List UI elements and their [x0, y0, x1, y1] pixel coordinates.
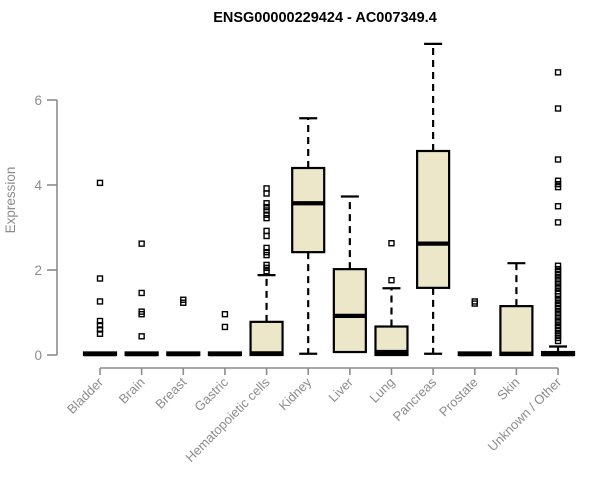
- outlier-point: [471, 300, 478, 307]
- outlier-point: [263, 232, 270, 240]
- outlier-point: [554, 105, 562, 112]
- outlier-point: [263, 214, 270, 222]
- outlier-point: [263, 211, 270, 218]
- outlier-point: [554, 293, 562, 300]
- outlier-point: [554, 337, 562, 345]
- outlier-point: [388, 277, 395, 284]
- outlier-point: [554, 69, 562, 76]
- boxplot-series: [82, 42, 576, 357]
- x-tick-label-kidney: Kidney: [276, 374, 315, 413]
- outlier-point: [96, 298, 104, 305]
- outlier-point: [180, 299, 187, 306]
- iqr-box: [249, 320, 284, 357]
- outlier-point: [554, 296, 562, 303]
- outlier-point: [554, 281, 562, 288]
- outlier-point: [263, 227, 270, 235]
- x-tick-label-lung: Lung: [367, 375, 398, 406]
- outlier-point: [221, 311, 229, 318]
- outlier-point: [96, 317, 104, 325]
- boxplot-gastric: [207, 311, 243, 357]
- outlier-point: [96, 179, 104, 187]
- outlier-point: [554, 219, 562, 226]
- boxplot-lung: [374, 240, 409, 357]
- outlier-point: [263, 244, 270, 252]
- x-tick-label-gastric: Gastric: [191, 374, 231, 414]
- outlier-point: [138, 240, 145, 247]
- outlier-point: [263, 268, 270, 275]
- iqr-box: [332, 268, 367, 354]
- y-tick-label: 6: [34, 93, 42, 108]
- outlier-point: [554, 315, 562, 322]
- outlier-point: [554, 318, 562, 326]
- boxplot-brain: [124, 240, 159, 357]
- outlier-point: [554, 331, 562, 338]
- outlier-point: [263, 251, 270, 259]
- outlier-point: [554, 284, 562, 292]
- outlier-point: [96, 322, 104, 329]
- outlier-point: [138, 311, 145, 318]
- outlier-point: [263, 190, 270, 197]
- x-tick-label-prostate: Prostate: [436, 375, 481, 420]
- outlier-point: [96, 326, 104, 333]
- outlier-point: [263, 207, 270, 214]
- y-axis-label: Expression: [3, 167, 18, 234]
- x-tick-label-brain: Brain: [116, 375, 148, 407]
- x-tick-label-bladder: Bladder: [64, 374, 107, 417]
- outlier-point: [554, 177, 562, 184]
- x-tick-label-pancreas: Pancreas: [390, 374, 440, 424]
- boxplot-skin: [499, 262, 534, 357]
- outlier-point: [263, 203, 270, 211]
- outlier-point: [554, 262, 562, 269]
- outlier-point: [263, 264, 270, 272]
- y-tick-label: 4: [34, 178, 42, 193]
- outlier-point: [263, 200, 270, 207]
- iqr-box: [499, 305, 534, 357]
- boxplot-breast: [166, 296, 201, 357]
- outlier-point: [554, 183, 562, 191]
- y-tick-label: 2: [34, 263, 42, 278]
- outlier-point: [554, 156, 562, 163]
- iqr-box: [416, 149, 451, 289]
- x-tick-label-liver: Liver: [325, 374, 356, 405]
- boxplot-unknown-other: [540, 69, 576, 357]
- boxplot-prostate: [457, 298, 492, 357]
- outlier-point: [554, 271, 562, 279]
- boxplot-kidney: [291, 117, 326, 355]
- x-tick-label-skin: Skin: [494, 375, 522, 403]
- outlier-point: [138, 333, 145, 340]
- boxplot-pancreas: [416, 42, 451, 355]
- y-tick-label: 0: [34, 348, 42, 363]
- outlier-point: [554, 305, 562, 313]
- boxplot-liver: [332, 195, 367, 354]
- outlier-point: [138, 289, 145, 297]
- outlier-point: [96, 275, 104, 282]
- chart-title: ENSG00000229424 - AC007349.4: [213, 10, 437, 26]
- outlier-point: [554, 203, 562, 210]
- outlier-point: [96, 330, 104, 337]
- outlier-point: [388, 240, 395, 247]
- x-tick-label-breast: Breast: [152, 374, 189, 411]
- boxplot-hematopoietic-cells: [249, 185, 284, 357]
- x-tick-label-unknown-other: Unknown / Other: [485, 374, 565, 454]
- outlier-point: [554, 328, 562, 335]
- boxplot-bladder: [82, 179, 118, 357]
- outlier-point: [221, 323, 229, 331]
- iqr-box: [291, 166, 326, 254]
- outlier-point: [263, 185, 270, 192]
